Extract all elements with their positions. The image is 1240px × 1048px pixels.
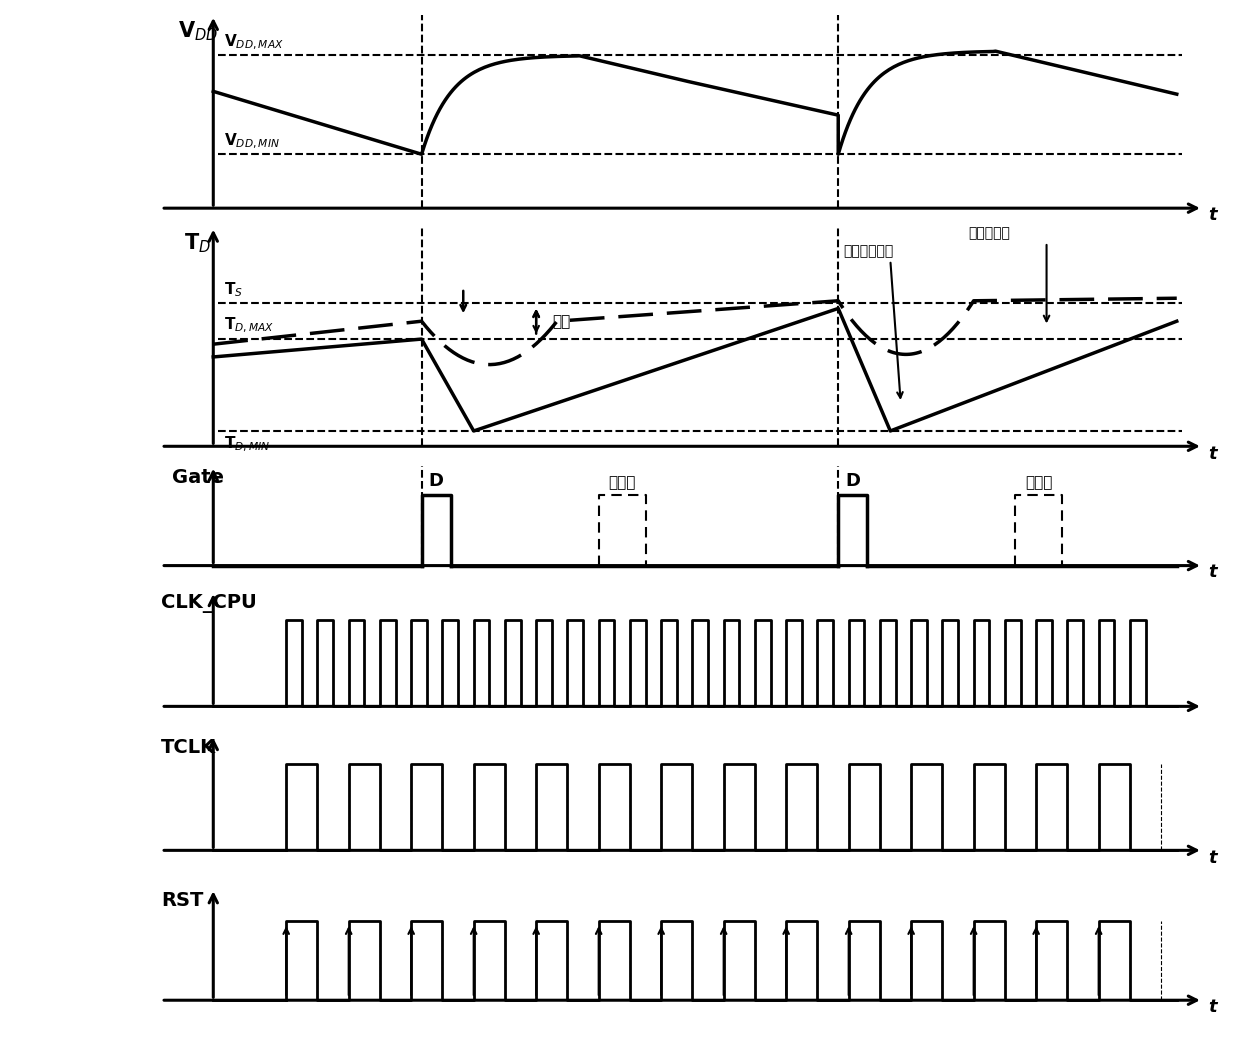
Text: V$_{DD}$: V$_{DD}$ [177, 20, 218, 43]
Text: t: t [1208, 563, 1216, 581]
Text: V$_{DD, MIN}$: V$_{DD, MIN}$ [223, 131, 279, 151]
Text: T$_{D, MAX}$: T$_{D, MAX}$ [223, 315, 274, 335]
Text: t: t [1208, 205, 1216, 224]
Text: TCLK: TCLK [161, 738, 216, 757]
Text: 裕度: 裕度 [552, 313, 570, 329]
Text: t: t [1208, 849, 1216, 867]
Text: 跨周期: 跨周期 [609, 475, 636, 489]
Text: V$_{DD, MAX}$: V$_{DD, MAX}$ [223, 32, 284, 51]
Text: t: t [1208, 998, 1216, 1017]
Text: CLK_CPU: CLK_CPU [161, 593, 257, 613]
Text: RST: RST [161, 891, 203, 910]
Text: T$_{D, MIN}$: T$_{D, MIN}$ [223, 435, 270, 455]
Text: 关键路径延迟: 关键路径延迟 [843, 244, 894, 258]
Text: D: D [429, 472, 444, 489]
Text: 跨周期: 跨周期 [1025, 475, 1053, 489]
Text: Gate: Gate [171, 467, 223, 487]
Text: T$_{S}$: T$_{S}$ [223, 281, 243, 300]
Text: T$_{D}$: T$_{D}$ [185, 232, 211, 256]
Text: 延迟线延迟: 延迟线延迟 [968, 226, 1011, 240]
Text: D: D [846, 472, 861, 489]
Text: t: t [1208, 445, 1216, 463]
